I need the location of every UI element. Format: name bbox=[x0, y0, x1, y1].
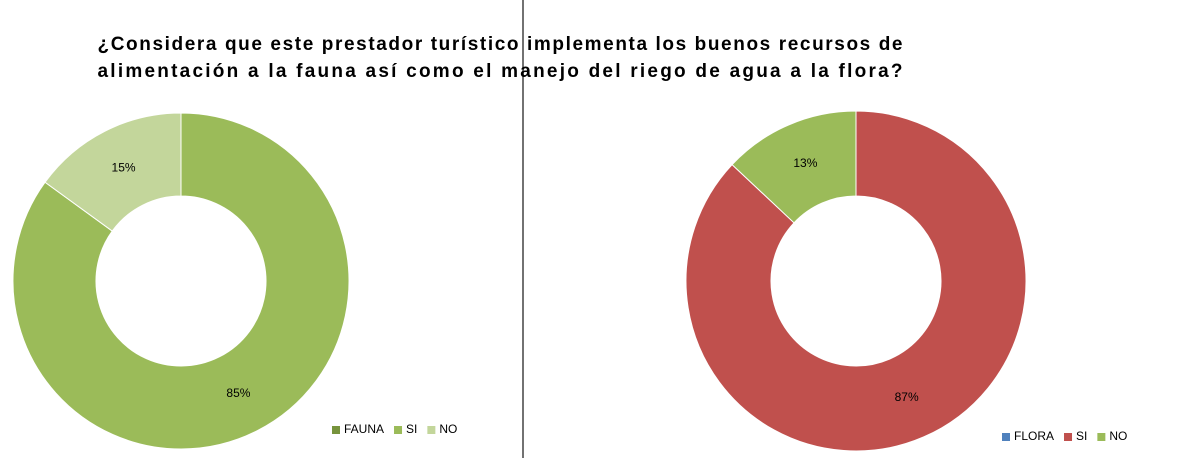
data-label: 87% bbox=[895, 390, 919, 404]
legend-label: SI bbox=[406, 422, 417, 436]
chart-title: alimentación a la fauna así como el mane… bbox=[97, 61, 902, 82]
donut-slice bbox=[731, 110, 857, 224]
donut-slice bbox=[685, 110, 1027, 452]
legend-label: FLORA bbox=[1014, 429, 1054, 443]
legend-marker bbox=[1064, 433, 1073, 441]
data-label: 15% bbox=[112, 160, 136, 174]
legend-marker bbox=[1097, 433, 1106, 441]
legend-marker bbox=[394, 426, 403, 434]
legend-label: FAUNA bbox=[344, 422, 384, 436]
legend-marker bbox=[332, 426, 340, 434]
legend-label: NO bbox=[1109, 429, 1127, 443]
donut-slice bbox=[12, 112, 350, 450]
donut-slice bbox=[44, 112, 182, 232]
data-label: 13% bbox=[793, 156, 817, 170]
legend-label: SI bbox=[1076, 429, 1087, 443]
legend-label: NO bbox=[439, 422, 457, 436]
legend-marker bbox=[427, 426, 436, 434]
legend-marker bbox=[1002, 433, 1010, 441]
data-label: 85% bbox=[226, 386, 250, 400]
chart-title: ¿Considera que este prestador turístico … bbox=[98, 34, 903, 55]
